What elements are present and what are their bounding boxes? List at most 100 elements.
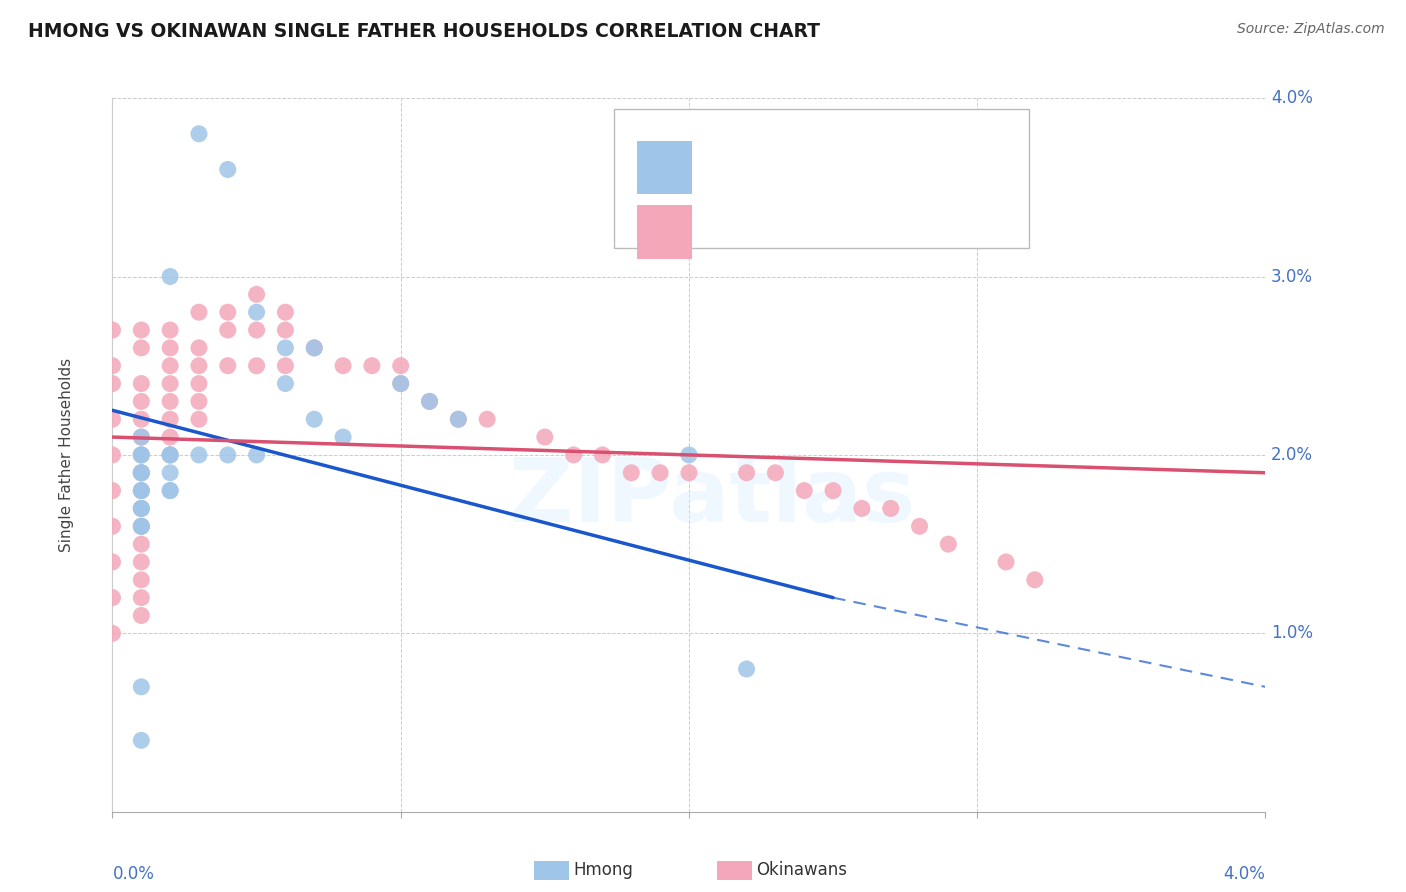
Point <box>217 323 239 337</box>
Point <box>274 341 297 355</box>
Point <box>217 305 239 319</box>
Point <box>274 359 297 373</box>
Point <box>765 466 787 480</box>
Text: 4.0%: 4.0% <box>1223 865 1265 883</box>
Point <box>129 430 153 444</box>
Point <box>1024 573 1046 587</box>
Point <box>129 466 153 480</box>
Point <box>678 466 700 480</box>
Point <box>101 483 124 498</box>
Point <box>159 466 181 480</box>
Point <box>245 359 267 373</box>
Point <box>159 448 181 462</box>
Point <box>274 376 297 391</box>
Point <box>389 376 412 391</box>
Point <box>188 305 211 319</box>
Point <box>447 412 470 426</box>
Point <box>188 448 211 462</box>
Point <box>851 501 873 516</box>
Point <box>332 430 354 444</box>
Point <box>217 448 239 462</box>
Point <box>159 483 181 498</box>
Point <box>101 626 124 640</box>
Point <box>159 483 181 498</box>
Point <box>389 376 412 391</box>
Point <box>129 537 153 551</box>
Text: N = 73: N = 73 <box>872 225 932 239</box>
Text: R = -0.022: R = -0.022 <box>710 225 796 239</box>
Point <box>936 537 959 551</box>
Point <box>129 519 153 533</box>
Point <box>129 341 153 355</box>
Point <box>129 394 153 409</box>
Point <box>360 359 382 373</box>
Point <box>129 412 153 426</box>
Point <box>129 448 153 462</box>
Point <box>129 519 153 533</box>
Point <box>129 448 153 462</box>
Point <box>475 412 498 426</box>
Point <box>419 394 441 409</box>
Point <box>159 359 181 373</box>
Point <box>129 466 153 480</box>
Point <box>678 448 700 462</box>
Point <box>735 466 758 480</box>
Point <box>648 466 672 480</box>
Point <box>245 287 267 301</box>
Point <box>101 519 124 533</box>
Point <box>332 359 354 373</box>
Point <box>129 591 153 605</box>
Text: 3.0%: 3.0% <box>1271 268 1313 285</box>
Point <box>129 323 153 337</box>
Point <box>101 323 124 337</box>
Text: HMONG VS OKINAWAN SINGLE FATHER HOUSEHOLDS CORRELATION CHART: HMONG VS OKINAWAN SINGLE FATHER HOUSEHOL… <box>28 22 820 41</box>
Point <box>880 501 903 516</box>
Point <box>129 501 153 516</box>
Text: R = -0.122: R = -0.122 <box>710 161 796 175</box>
Point <box>592 448 614 462</box>
Point <box>159 269 181 284</box>
Point <box>188 412 211 426</box>
Point <box>129 733 153 747</box>
Point <box>101 412 124 426</box>
Point <box>562 448 585 462</box>
Point <box>129 448 153 462</box>
Point <box>188 376 211 391</box>
Point <box>159 323 181 337</box>
Text: Okinawans: Okinawans <box>756 861 848 879</box>
Point <box>821 483 844 498</box>
Text: 2.0%: 2.0% <box>1271 446 1313 464</box>
Point <box>129 466 153 480</box>
Point <box>129 501 153 516</box>
Text: Hmong: Hmong <box>574 861 634 879</box>
Point <box>129 483 153 498</box>
Text: N = 36: N = 36 <box>872 161 932 175</box>
Point <box>159 341 181 355</box>
Point <box>245 448 267 462</box>
Point <box>101 376 124 391</box>
Text: 4.0%: 4.0% <box>1271 89 1313 107</box>
Point <box>188 394 211 409</box>
Point <box>793 483 815 498</box>
Point <box>389 359 412 373</box>
Point <box>159 376 181 391</box>
Point <box>274 323 297 337</box>
Point <box>159 430 181 444</box>
Point <box>129 466 153 480</box>
Point <box>101 359 124 373</box>
Point <box>129 483 153 498</box>
Point <box>159 448 181 462</box>
FancyBboxPatch shape <box>614 109 1029 248</box>
Point <box>188 341 211 355</box>
Point <box>304 341 326 355</box>
Point <box>245 323 267 337</box>
Point <box>129 555 153 569</box>
Point <box>217 162 239 177</box>
Text: 1.0%: 1.0% <box>1271 624 1313 642</box>
Point <box>274 305 297 319</box>
Point <box>908 519 931 533</box>
Point <box>129 573 153 587</box>
Point <box>159 394 181 409</box>
Point <box>304 341 326 355</box>
Point <box>101 591 124 605</box>
